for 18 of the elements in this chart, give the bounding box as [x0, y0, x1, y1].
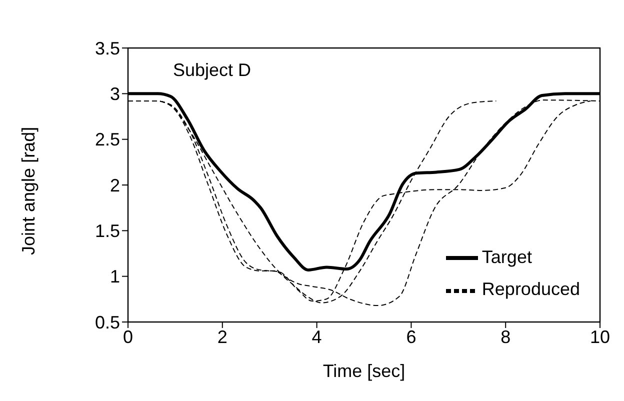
- y-tick-label: 3.5: [94, 38, 120, 58]
- y-tick-label: 0.5: [94, 312, 120, 332]
- legend-label: Target: [482, 247, 532, 267]
- legend-label: Reproduced: [482, 279, 580, 300]
- annotation: Subject D: [173, 60, 252, 81]
- y-tick-label: 1: [110, 266, 120, 287]
- x-tick-label: 6: [406, 326, 416, 347]
- y-tick-label: 2: [110, 175, 120, 196]
- y-tick-label: 3: [110, 84, 120, 104]
- x-axis-title: Time [sec]: [322, 361, 406, 381]
- y-axis-title: Joint angle [rad]: [18, 126, 38, 255]
- x-tick-label: 10: [590, 326, 610, 347]
- y-tick-label: 2.5: [94, 130, 120, 150]
- x-tick-label: 2: [217, 326, 228, 347]
- x-tick-label: 4: [312, 326, 322, 347]
- y-tick-label: 1.5: [94, 221, 120, 242]
- x-tick-label: 8: [500, 326, 511, 347]
- x-tick-label: 0: [122, 326, 134, 347]
